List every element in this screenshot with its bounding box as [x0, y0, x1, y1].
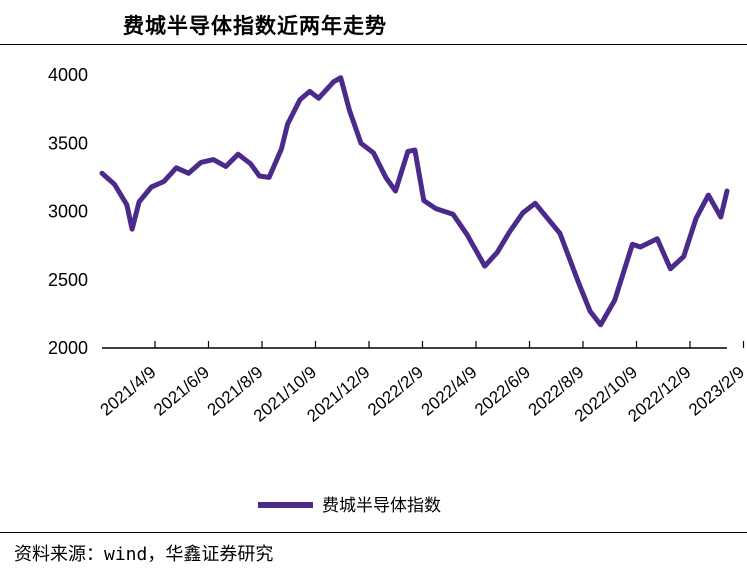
- y-tick-label: 2500: [48, 270, 88, 290]
- axes: [102, 341, 745, 349]
- x-tick-label: 2021/6/9: [150, 363, 213, 420]
- chart-title: 费城半导体指数近两年走势: [123, 13, 387, 38]
- y-tick-labels: 2000 2500 3000 3500 4000: [48, 65, 88, 358]
- x-tick-label: 2023/2/9: [685, 363, 747, 420]
- y-tick-label: 3500: [48, 133, 88, 153]
- x-tick-label: 2022/4/9: [418, 363, 481, 420]
- y-tick-label: 4000: [48, 65, 88, 85]
- legend: 费城半导体指数: [258, 496, 441, 516]
- x-tick-label: 2022/6/9: [471, 363, 534, 420]
- x-tick-label: 2022/2/9: [364, 363, 427, 420]
- y-tick-label: 3000: [48, 202, 88, 222]
- source-note: 资料来源：wind，华鑫证券研究: [14, 544, 274, 565]
- series-group: [99, 75, 730, 328]
- x-tick-label: 2021/4/9: [97, 363, 160, 420]
- legend-label: 费城半导体指数: [322, 496, 441, 516]
- y-tick-label: 2000: [48, 338, 88, 358]
- x-tick-labels: 2021/4/92021/6/92021/8/92021/10/92021/12…: [97, 363, 747, 426]
- top-divider: [0, 44, 747, 45]
- bottom-divider: [0, 532, 747, 533]
- series-line: [99, 75, 730, 328]
